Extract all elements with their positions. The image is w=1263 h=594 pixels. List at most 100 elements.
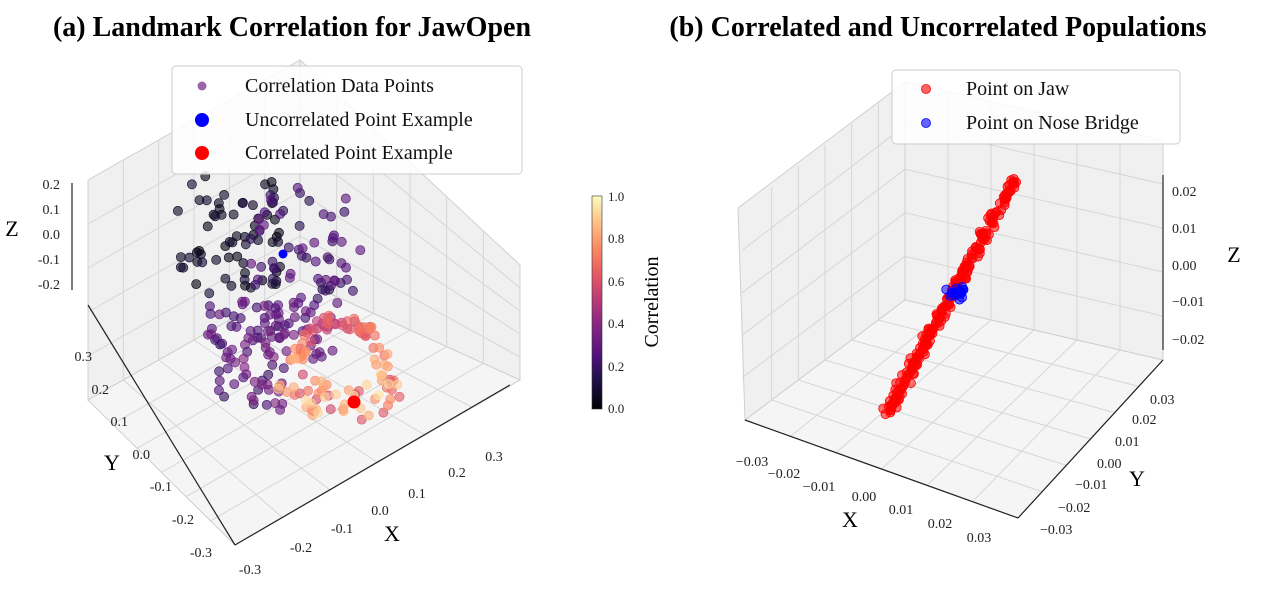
jaw-point	[931, 309, 942, 319]
data-point	[210, 211, 221, 222]
x-tick: 0.01	[889, 503, 914, 518]
grid-line	[210, 362, 484, 522]
data-point	[268, 351, 279, 362]
data-point	[227, 344, 237, 355]
data-point	[186, 179, 197, 190]
data-point	[355, 245, 366, 255]
data-point	[282, 387, 292, 398]
data-point	[320, 274, 331, 285]
data-point	[247, 200, 258, 210]
jaw-point	[913, 350, 924, 361]
data-point	[284, 272, 295, 283]
z-tick: -0.2	[38, 278, 60, 293]
data-point	[273, 308, 284, 318]
data-point	[278, 363, 289, 373]
data-point	[392, 379, 403, 390]
data-point	[290, 343, 300, 354]
legend-marker	[195, 113, 209, 127]
data-point	[382, 349, 393, 359]
data-point	[327, 345, 338, 356]
data-point	[267, 273, 278, 284]
legend-label: Correlation Data Points	[245, 75, 434, 97]
data-point	[313, 407, 323, 418]
y-tick: 0.3	[75, 350, 93, 365]
jaw-point	[966, 252, 977, 263]
data-point	[289, 353, 300, 364]
data-point	[239, 274, 250, 285]
data-point	[197, 257, 208, 268]
panel-a-colorbar: 0.0 0.2 0.4 0.6 0.8 1.0 Correlation	[591, 189, 663, 416]
nose-bridge-point	[951, 287, 961, 297]
legend-label: Uncorrelated Point Example	[245, 109, 473, 131]
panel-b-ylabel: Y	[1129, 466, 1145, 491]
data-point	[223, 252, 234, 263]
data-point	[385, 394, 396, 404]
colorbar-tick: 1.0	[608, 189, 624, 204]
grid-line	[299, 235, 521, 358]
grid-line	[904, 212, 1164, 273]
jaw-point	[986, 208, 997, 219]
data-point	[262, 379, 273, 390]
data-point	[319, 392, 330, 402]
data-point	[240, 339, 250, 350]
grid-line	[741, 125, 906, 251]
colorbar-gradient	[591, 195, 603, 410]
data-point	[375, 369, 386, 380]
panel-a-x-ticks: -0.3 -0.2 -0.1 0.0 0.1 0.2 0.3	[239, 450, 503, 578]
panel-a-xlabel: X	[384, 521, 400, 546]
colorbar-label: Correlation	[641, 256, 663, 347]
data-point	[303, 385, 313, 396]
data-point	[363, 410, 374, 421]
jaw-point	[1001, 191, 1011, 202]
data-point	[265, 309, 275, 320]
jaw-point	[1007, 177, 1018, 188]
panel-a-ylabel: Y	[104, 450, 120, 475]
jaw-point	[894, 390, 905, 401]
y-tick: −0.01	[1075, 478, 1107, 493]
panel-a: (a) Landmark Correlation for JawOpen 0.2…	[5, 12, 663, 578]
data-point	[279, 328, 290, 338]
y-tick: -0.2	[172, 513, 194, 528]
panel-b-xlabel: X	[842, 507, 858, 532]
data-point	[237, 296, 248, 307]
panel-b-title: (b) Correlated and Uncorrelated Populati…	[669, 12, 1206, 43]
data-point	[273, 383, 283, 394]
jaw-point	[906, 363, 917, 374]
data-point	[361, 379, 372, 390]
z-tick: −0.01	[1172, 295, 1204, 310]
colorbar-tick: 0.8	[608, 231, 624, 246]
x-tick: 0.02	[928, 517, 953, 532]
jaw-point	[919, 340, 930, 351]
data-point	[270, 320, 281, 331]
data-point	[330, 276, 340, 286]
data-point	[213, 385, 224, 396]
panel-a-legend: Correlation Data Points Uncorrelated Poi…	[171, 65, 523, 175]
y-tick: 0.0	[133, 448, 151, 463]
data-point	[383, 379, 394, 389]
legend-label: Point on Nose Bridge	[966, 112, 1139, 134]
data-point	[300, 346, 311, 357]
data-point	[203, 329, 213, 340]
data-point	[229, 379, 240, 389]
data-point	[310, 256, 321, 267]
data-point	[254, 214, 265, 224]
data-point	[308, 325, 318, 336]
legend-box	[891, 69, 1181, 145]
data-point	[288, 297, 299, 308]
panel-a-z-ticks: 0.2 0.1 0.0 -0.1 -0.2	[38, 178, 60, 293]
data-point	[373, 390, 384, 400]
x-tick: 0.3	[485, 450, 503, 465]
z-tick: 0.1	[43, 203, 61, 218]
data-point	[259, 301, 270, 311]
data-point	[237, 198, 248, 208]
y-tick: −0.02	[1058, 501, 1090, 516]
data-point	[191, 279, 202, 289]
data-point	[273, 236, 283, 247]
y-tick: 0.2	[92, 383, 110, 398]
y-tick: 0.00	[1097, 457, 1122, 472]
legend-marker	[197, 81, 207, 91]
x-tick: 0.00	[852, 490, 877, 505]
uncorrelated-point	[278, 249, 288, 259]
grid-line	[904, 168, 1164, 229]
x-tick: -0.2	[290, 541, 312, 556]
